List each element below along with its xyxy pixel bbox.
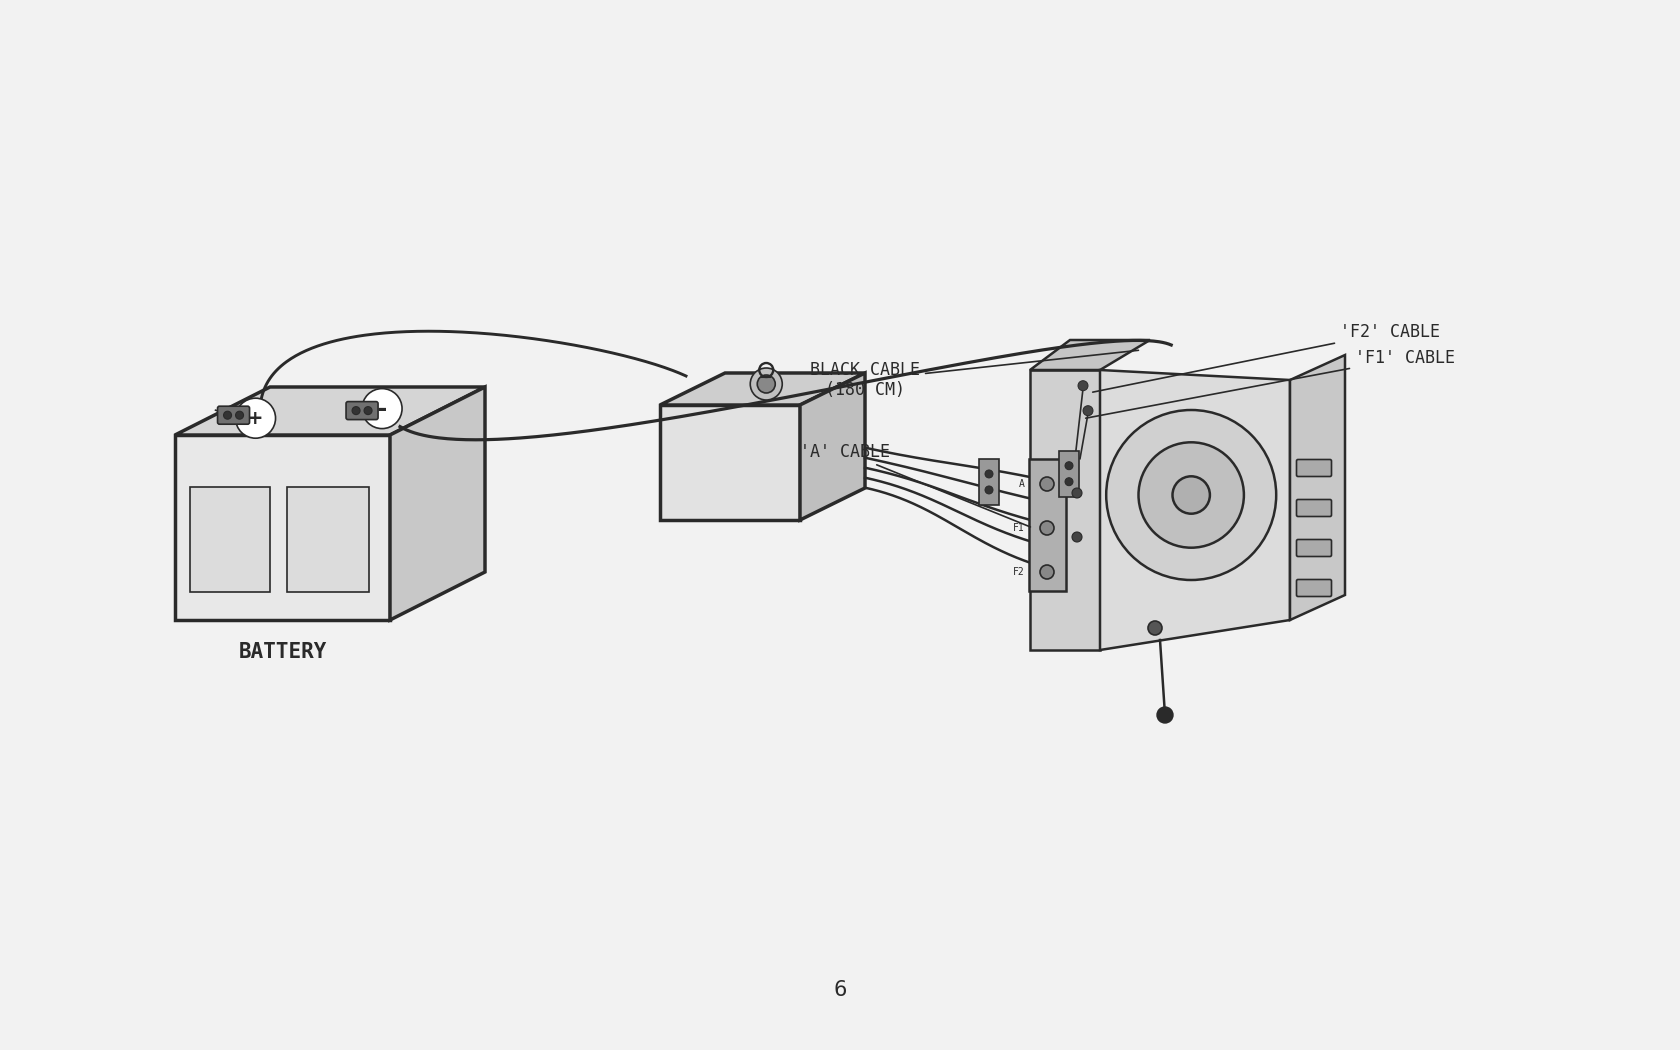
FancyBboxPatch shape [217,406,250,424]
FancyBboxPatch shape [979,459,1000,505]
Circle shape [751,368,783,400]
Polygon shape [1100,370,1290,650]
Text: A: A [1020,479,1025,489]
Text: -: - [376,397,386,421]
FancyBboxPatch shape [1297,580,1332,596]
Polygon shape [190,487,269,592]
Circle shape [353,406,360,415]
Polygon shape [660,405,800,520]
Circle shape [1065,462,1074,469]
FancyBboxPatch shape [1028,459,1067,591]
Text: 6: 6 [833,980,847,1000]
Circle shape [1147,621,1163,635]
FancyBboxPatch shape [1297,540,1332,557]
Polygon shape [660,373,865,405]
Circle shape [1105,410,1277,580]
Polygon shape [175,387,486,435]
Text: BATTERY: BATTERY [239,642,326,662]
Circle shape [223,412,232,419]
Circle shape [1173,477,1210,513]
Circle shape [1040,521,1053,536]
Polygon shape [287,487,368,592]
Circle shape [1040,565,1053,579]
FancyBboxPatch shape [1297,500,1332,517]
Circle shape [1158,707,1173,723]
Polygon shape [800,373,865,520]
Text: 'F2' CABLE: 'F2' CABLE [1092,323,1440,392]
Circle shape [1072,488,1082,498]
Circle shape [758,375,774,393]
FancyBboxPatch shape [346,401,378,420]
Text: 'F1' CABLE: 'F1' CABLE [1085,349,1455,418]
Polygon shape [1290,355,1346,620]
Circle shape [365,406,371,415]
FancyBboxPatch shape [1297,460,1332,477]
Text: F1: F1 [1013,523,1025,533]
Circle shape [235,398,276,438]
Polygon shape [390,387,486,620]
Text: 'A' CABLE: 'A' CABLE [800,443,1030,527]
Circle shape [1139,442,1243,548]
Circle shape [1079,381,1089,391]
Text: BLACK CABLE
(180 CM): BLACK CABLE (180 CM) [810,351,1139,399]
Polygon shape [1030,370,1100,650]
Circle shape [363,388,402,428]
Circle shape [984,486,993,494]
Polygon shape [1030,340,1151,370]
Circle shape [1084,405,1094,416]
Circle shape [1040,477,1053,491]
Polygon shape [175,435,390,620]
Circle shape [235,412,244,419]
Circle shape [1065,478,1074,486]
Text: F2: F2 [1013,567,1025,578]
FancyBboxPatch shape [1058,450,1079,497]
Circle shape [984,470,993,478]
Circle shape [1072,532,1082,542]
Text: +: + [247,408,264,427]
